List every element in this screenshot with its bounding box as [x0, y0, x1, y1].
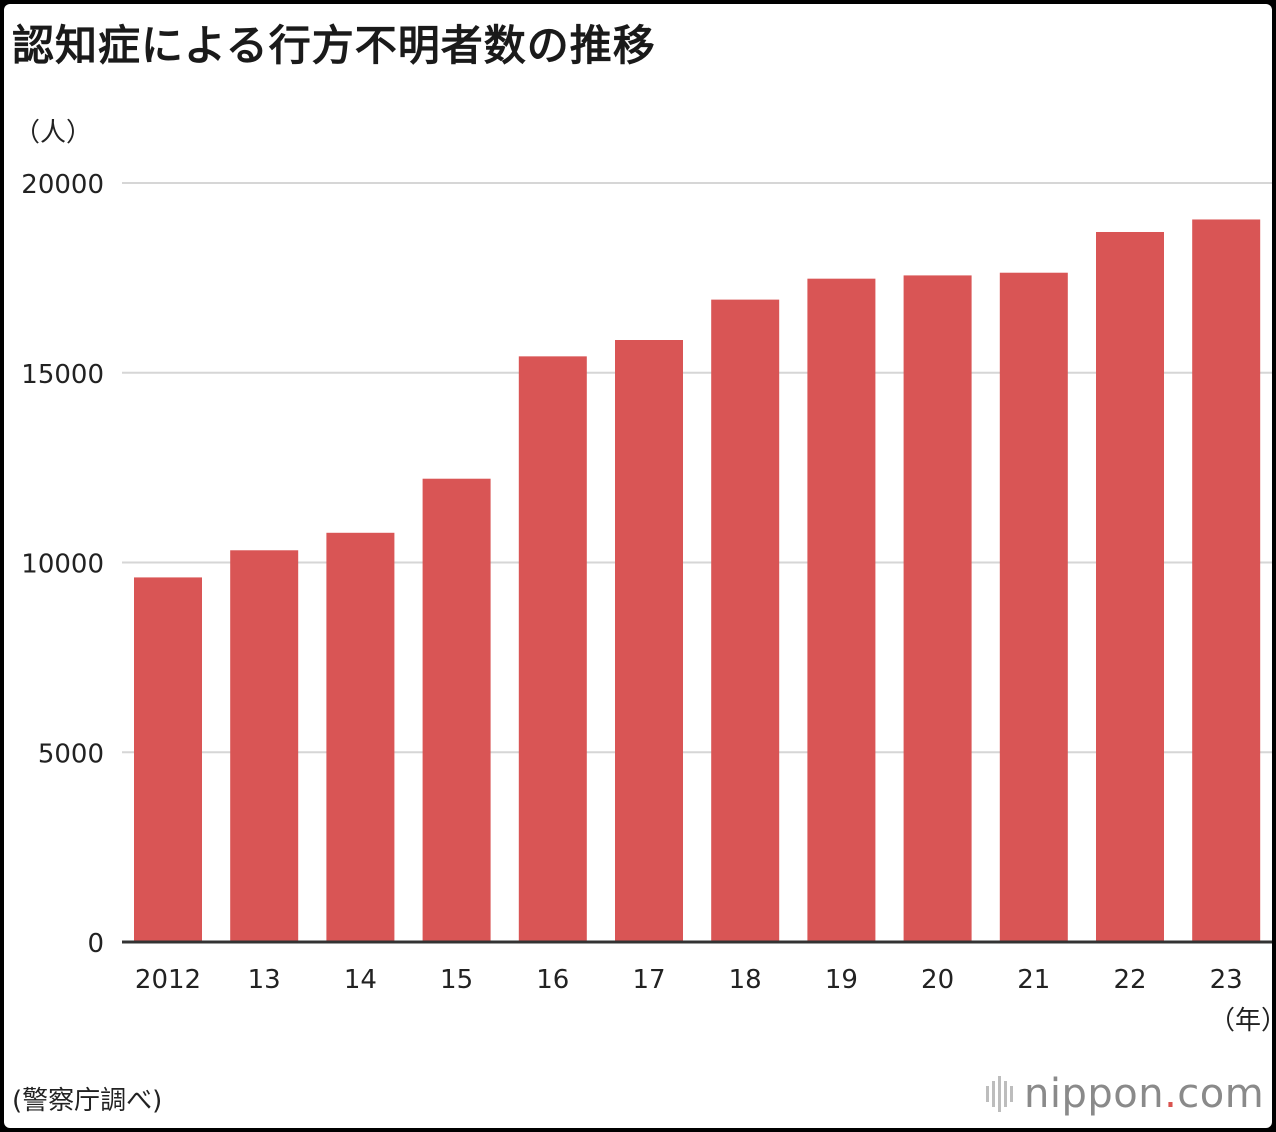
logo-bars-icon: [986, 1076, 1016, 1112]
chart-frame: 認知症による行方不明者数の推移 （人） 0 5000 10000 15000 20000…: [4, 4, 1272, 1128]
nippon-logo: nippon.com: [986, 1070, 1264, 1118]
chart-title: 認知症による行方不明者数の推移: [12, 21, 656, 70]
bars: [134, 219, 1261, 942]
y-tick-label: 10000: [21, 550, 104, 580]
x-tick-label: 20: [921, 965, 954, 995]
x-tick-label: 17: [632, 965, 665, 995]
x-tick-label: 21: [1017, 965, 1050, 995]
y-tick-label: 5000: [38, 739, 104, 769]
x-axis-unit-label: （年）: [1209, 1006, 1272, 1036]
logo-text: nippon.com: [1024, 1071, 1264, 1117]
bar: [1192, 219, 1261, 942]
x-tick-label: 16: [536, 965, 569, 995]
bar: [230, 550, 299, 942]
x-tick-label: 2012: [135, 965, 201, 995]
y-tick-label: 20000: [21, 170, 104, 200]
bar: [807, 278, 876, 942]
y-tick-label: 15000: [21, 360, 104, 390]
x-tick-label: 19: [825, 965, 858, 995]
bar: [711, 299, 780, 942]
y-axis-ticks: 0 5000 10000 15000 20000: [21, 170, 104, 959]
bar: [422, 478, 491, 942]
x-tick-label: 22: [1113, 965, 1146, 995]
bar: [518, 356, 587, 942]
y-axis-unit-label: （人）: [14, 118, 93, 148]
logo-dot: .: [1164, 1071, 1178, 1117]
bar: [999, 272, 1068, 942]
source-note: (警察庁調べ): [12, 1086, 163, 1116]
bar: [134, 577, 202, 942]
bar: [326, 532, 395, 942]
x-tick-label: 14: [344, 965, 377, 995]
x-axis-ticks: 2012 13 14 15 16 17 18 19 20 21 22 23: [122, 940, 1272, 995]
bar: [903, 275, 972, 942]
logo-tld: com: [1177, 1071, 1265, 1117]
bar: [1096, 231, 1164, 942]
gridlines: [122, 182, 1272, 754]
x-tick-label: 15: [440, 965, 473, 995]
x-tick-label: 23: [1210, 965, 1243, 995]
x-tick-label: 13: [248, 965, 281, 995]
x-tick-label: 18: [729, 965, 762, 995]
logo-main: nippon: [1024, 1071, 1165, 1117]
y-tick-label: 0: [87, 929, 104, 959]
bar: [615, 339, 683, 942]
